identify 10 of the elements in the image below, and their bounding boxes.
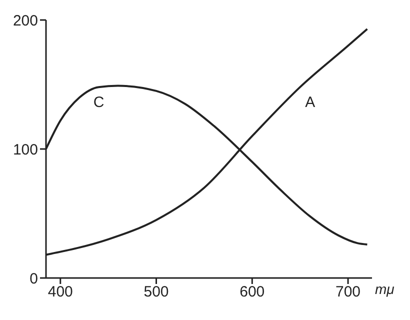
- series-label: A: [305, 94, 316, 112]
- y-tick-label: 0: [30, 270, 38, 288]
- x-tick-label: 400: [48, 284, 73, 301]
- y-tick-label: 200: [12, 12, 38, 30]
- x-axis-title: mμ: [375, 280, 395, 297]
- x-tick-label: 500: [144, 284, 169, 301]
- x-tick-label: 600: [240, 284, 265, 301]
- series-label: C: [93, 94, 104, 112]
- y-tick-label: 100: [12, 141, 38, 158]
- x-tick-label: 700: [336, 284, 361, 301]
